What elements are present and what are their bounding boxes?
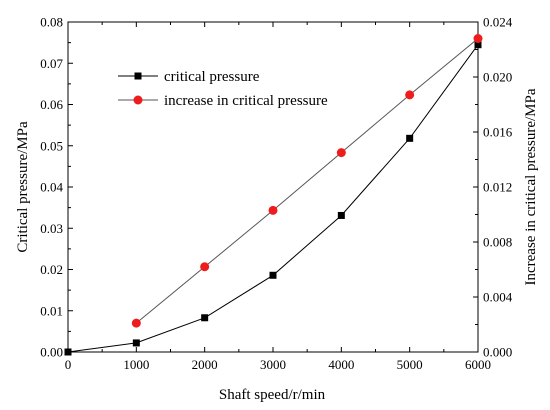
data-point-square <box>201 314 209 322</box>
y2-tick-label: 0.020 <box>483 70 512 85</box>
y-tick-label: 0.04 <box>40 180 63 195</box>
data-point-circle <box>131 318 141 328</box>
x-tick-label: 0 <box>65 357 72 372</box>
y2-tick-label: 0.008 <box>483 235 512 250</box>
x-tick-label: 6000 <box>465 357 491 372</box>
y2-axis-title: Increase in critical pressure/MPa <box>523 88 539 285</box>
y-tick-label: 0.02 <box>40 262 63 277</box>
axes: 0 1000 2000 3000 4000 5000 6000 0.00 0.01 0.02 0.0… <box>40 15 513 373</box>
legend-label-0: critical pressure <box>164 69 260 85</box>
y-tick-label: 0.05 <box>40 138 63 153</box>
series-line-0 <box>67 44 479 353</box>
y2-tick-label: 0.000 <box>483 345 512 360</box>
y-tick-label: 0.06 <box>40 97 63 112</box>
y-tick-label: 0.08 <box>40 15 63 30</box>
data-point-circle <box>200 262 210 272</box>
y-tick-label: 0.01 <box>40 303 63 318</box>
y-tick-label: 0.03 <box>40 221 63 236</box>
series-line-1 <box>135 38 479 324</box>
y2-tick-label: 0.004 <box>483 290 513 305</box>
x-tick-label: 4000 <box>328 357 354 372</box>
y2-tick-label: 0.016 <box>483 125 513 140</box>
x-tick-label: 3000 <box>260 357 286 372</box>
data-point-square <box>64 348 72 356</box>
x-tick-label: 5000 <box>397 357 423 372</box>
y2-tick-label: 0.024 <box>483 15 513 30</box>
y-tick-label: 0.07 <box>40 56 63 71</box>
legend: critical pressure increase in critical pr… <box>118 69 328 109</box>
data-point-square <box>474 41 482 49</box>
legend-label-1: increase in critical pressure <box>164 93 328 109</box>
data-point-square <box>269 271 277 279</box>
x-axis-title: Shaft speed/r/min <box>219 387 326 403</box>
plot-frame <box>67 21 479 353</box>
series-layer <box>64 34 483 356</box>
legend-marker-square <box>134 72 142 80</box>
data-point-circle <box>473 34 483 43</box>
data-point-square <box>337 211 345 219</box>
data-point-circle <box>405 90 415 100</box>
data-point-square <box>132 339 140 347</box>
x-tick-label: 1000 <box>123 357 149 372</box>
data-point-square <box>406 134 414 142</box>
x-tick-label: 2000 <box>192 357 218 372</box>
data-point-circle <box>268 205 278 215</box>
legend-marker-circle <box>133 95 143 105</box>
y2-tick-label: 0.012 <box>483 180 512 195</box>
data-point-circle <box>336 148 346 158</box>
y-axis-title: Critical pressure/MPa <box>15 121 31 253</box>
y-tick-label: 0.00 <box>40 345 63 360</box>
